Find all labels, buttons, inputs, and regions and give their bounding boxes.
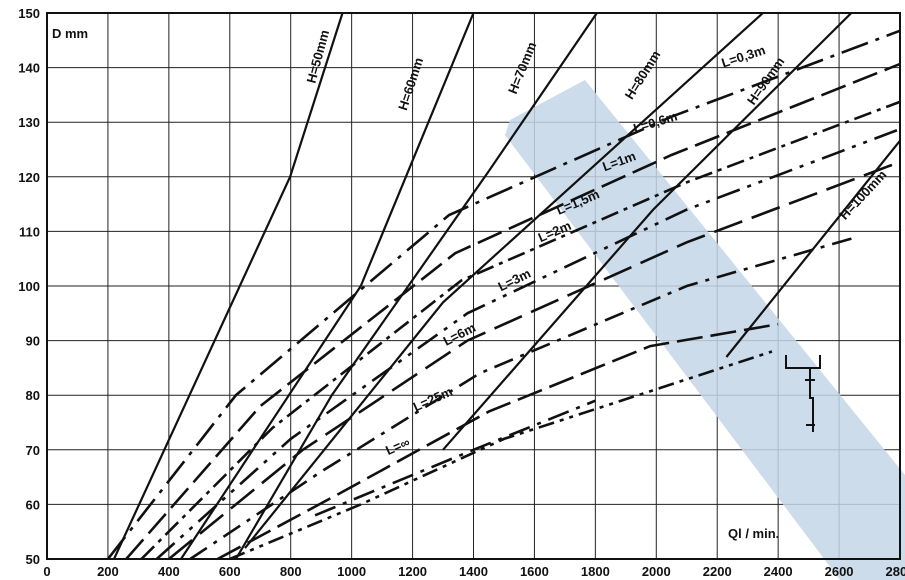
x-tick-label: 400	[158, 564, 180, 579]
x-tick-label: 1600	[520, 564, 549, 579]
x-tick-label: 2600	[825, 564, 854, 579]
x-axis-label: Ql / min.	[728, 526, 779, 541]
length-series-line	[168, 160, 900, 559]
x-tick-label: 600	[219, 564, 241, 579]
x-tick-label: 1800	[581, 564, 610, 579]
head-series-line	[113, 13, 344, 559]
x-tick-label: 1400	[459, 564, 488, 579]
y-tick-label: 150	[18, 6, 40, 21]
series-label: H=60mm	[395, 56, 426, 113]
series-label: L=25m	[411, 384, 455, 415]
y-tick-label: 120	[18, 170, 40, 185]
y-tick-label: 50	[26, 552, 40, 567]
x-tick-label: 2200	[703, 564, 732, 579]
head-series-line	[234, 13, 598, 559]
series-label: L=6m	[441, 320, 478, 349]
series-label: H=80mm	[622, 48, 664, 102]
series-label: L=0,6m	[631, 108, 679, 136]
x-tick-label: 0	[43, 564, 50, 579]
length-series-group	[106, 29, 900, 559]
y-tick-label: 110	[19, 224, 40, 239]
tick-labels: 0 200 400 600 800 1000 1200 1400 1600 1800 2000 220…	[18, 6, 905, 579]
x-tick-label: 2400	[764, 564, 793, 579]
x-tick-label: 2000	[642, 564, 671, 579]
head-series-group	[113, 13, 900, 559]
x-tick-label: 1000	[337, 564, 366, 579]
length-series-line	[216, 322, 779, 559]
series-label: H=90mm	[744, 54, 788, 107]
axes	[46, 12, 901, 560]
y-tick-label: 70	[26, 443, 40, 458]
series-label: H=100mm	[836, 167, 889, 222]
length-series-line	[125, 62, 900, 559]
y-tick-label: 130	[18, 115, 40, 130]
y-axis-label: D mm	[52, 26, 88, 41]
length-series-line	[314, 399, 596, 517]
y-tick-label: 80	[26, 388, 40, 403]
head-series-line	[442, 13, 853, 451]
length-series-line	[140, 100, 900, 559]
x-tick-label: 2800	[886, 564, 905, 579]
y-tick-label: 90	[26, 334, 40, 349]
x-tick-label: 200	[97, 564, 119, 579]
spout-sketch-icon	[785, 355, 821, 432]
head-series-line	[725, 138, 900, 358]
series-label: L=∞	[383, 434, 412, 458]
x-tick-label: 800	[280, 564, 302, 579]
x-tick-label: 1200	[398, 564, 427, 579]
y-tick-label: 100	[18, 279, 40, 294]
watermark-band	[505, 80, 905, 580]
y-tick-label: 140	[18, 61, 40, 76]
y-tick-label: 60	[26, 497, 40, 512]
head-series-line	[180, 13, 475, 559]
length-series-line	[106, 29, 900, 559]
length-series-line	[155, 127, 900, 559]
length-series-line	[229, 350, 773, 559]
head-series-line	[244, 13, 764, 549]
